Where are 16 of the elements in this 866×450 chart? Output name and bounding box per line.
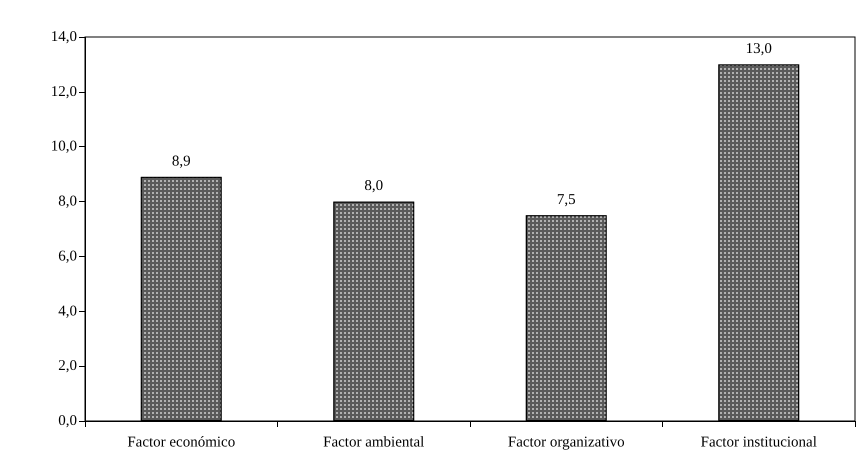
y-tick-label: 4,0 (58, 303, 77, 320)
x-tick-label: Factor económico (127, 434, 236, 450)
y-tick-label: 6,0 (58, 248, 77, 264)
x-tick-label: Factor institucional (700, 434, 817, 450)
data-label: 7,5 (556, 192, 576, 208)
y-tick-label: 10,0 (50, 138, 77, 155)
data-label: 8,0 (364, 178, 384, 194)
y-tick-label: 0,0 (58, 413, 77, 429)
y-tick-label: 14,0 (50, 29, 77, 45)
x-tick-label: Factor organizativo (508, 434, 625, 450)
y-tick-label: 8,0 (58, 194, 77, 210)
data-label: 8,9 (172, 153, 191, 170)
x-tick-label: Factor ambiental (323, 434, 424, 450)
y-tick-label: 12,0 (50, 84, 77, 100)
y-tick-label: 2,0 (58, 358, 77, 374)
data-label: 13,0 (746, 40, 772, 57)
